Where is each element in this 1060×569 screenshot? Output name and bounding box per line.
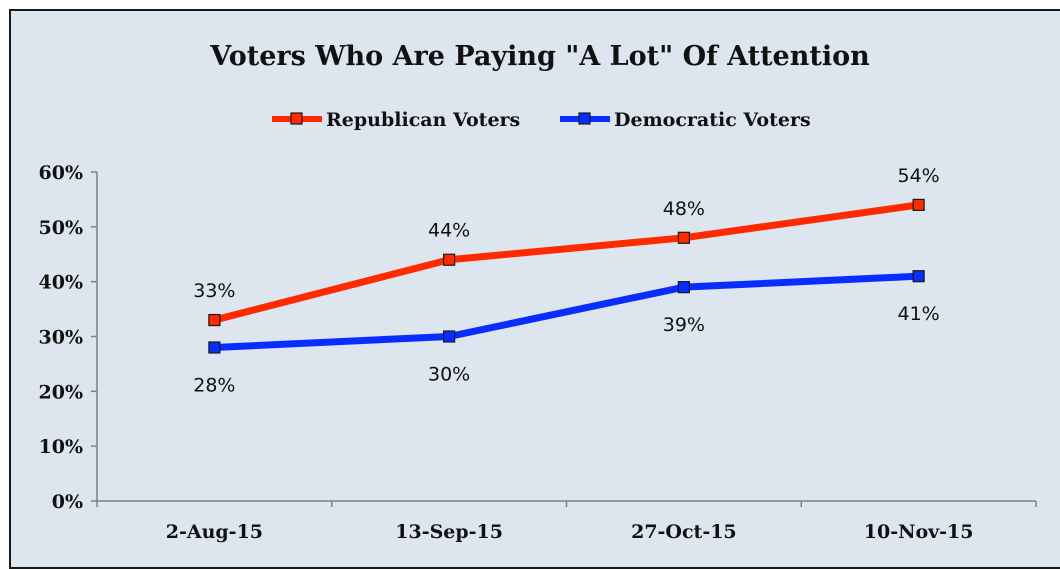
legend-label-democratic: Democratic Voters: [614, 109, 811, 131]
series-line-democratic: [210, 272, 923, 351]
y-tick-label: 20%: [39, 381, 84, 403]
chart-frame: [9, 9, 1060, 569]
legend-marker-democratic: [578, 112, 591, 125]
y-tick-label: 0%: [52, 491, 83, 513]
x-tick-label: 2-Aug-15: [166, 521, 263, 543]
data-point-democratic: [443, 330, 456, 343]
data-point-democratic: [677, 281, 690, 294]
axes: 0% 10% 20% 30% 40% 50% 60% 2-Aug-15 13-Sep-15 27-…: [39, 162, 1037, 543]
series-line-republican: [210, 201, 923, 324]
data-label-democratic: 30%: [428, 364, 470, 386]
y-tick-label: 40%: [39, 272, 84, 294]
x-tick-label: 27-Oct-15: [631, 521, 737, 543]
data-point-democratic: [912, 270, 925, 283]
legend-label-republican: Republican Voters: [326, 109, 520, 131]
series-layer: [208, 198, 925, 354]
data-label-republican: 48%: [663, 198, 705, 220]
y-tick-label: 10%: [39, 436, 84, 458]
data-point-republican: [443, 253, 456, 266]
data-point-republican: [912, 198, 925, 211]
chart-title: Voters Who Are Paying "A Lot" Of Attenti…: [209, 41, 870, 72]
data-point-republican: [677, 231, 690, 244]
data-label-republican: 54%: [898, 165, 940, 187]
x-tick-label: 10-Nov-15: [864, 521, 974, 543]
legend-item-republican: Republican Voters: [272, 109, 520, 131]
x-tick-label: 13-Sep-15: [395, 521, 503, 543]
data-point-republican: [208, 313, 221, 327]
data-point-democratic: [208, 341, 221, 354]
data-label-democratic: 39%: [663, 314, 705, 336]
data-label-republican: 44%: [428, 220, 470, 242]
legend-marker-republican: [290, 112, 303, 125]
y-tick-label: 50%: [39, 217, 84, 239]
legend-item-democratic: Democratic Voters: [560, 109, 811, 131]
y-tick-label: 30%: [39, 327, 84, 349]
data-label-democratic: 28%: [193, 374, 235, 396]
legend: Republican Voters Democratic Voters: [272, 109, 811, 131]
data-label-republican: 33%: [193, 280, 235, 302]
data-label-democratic: 41%: [898, 303, 940, 325]
y-tick-label: 60%: [39, 162, 84, 184]
data-label-layer: 33% 44% 48% 54% 28% 30% 39% 41%: [193, 165, 939, 397]
